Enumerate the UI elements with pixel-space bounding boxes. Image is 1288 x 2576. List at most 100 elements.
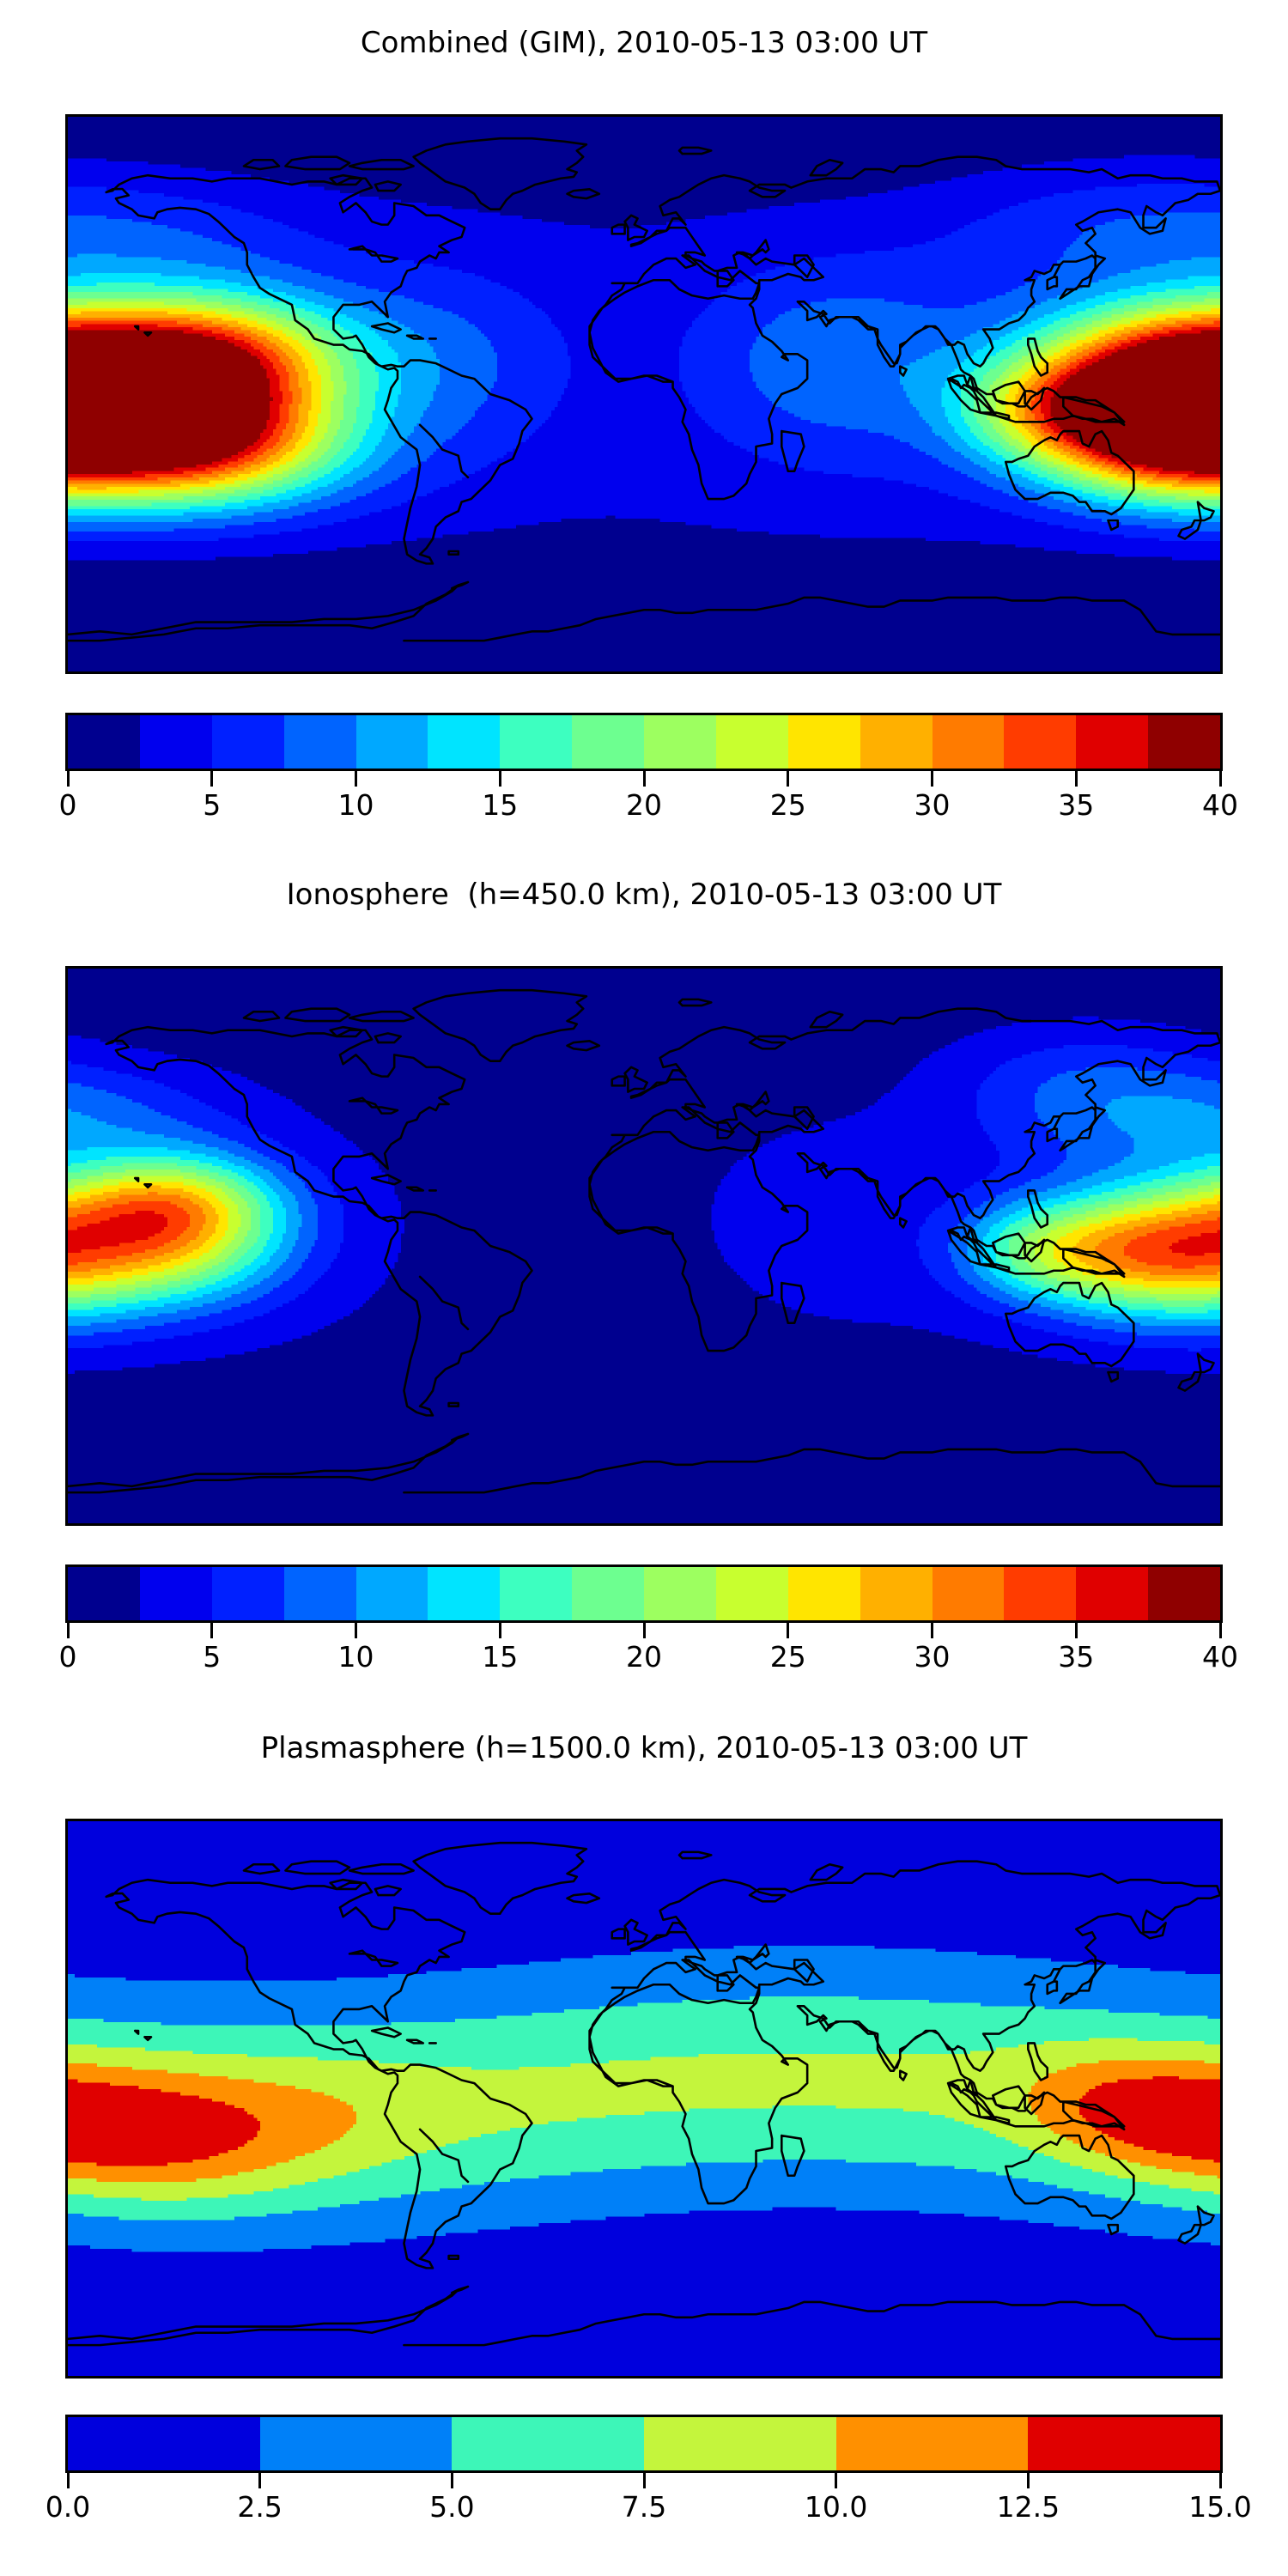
colorbar-tick bbox=[835, 2473, 837, 2488]
colorbar-tick bbox=[499, 771, 501, 787]
colorbar-band bbox=[644, 1567, 716, 1620]
colorbar-band bbox=[644, 2417, 836, 2470]
colorbar-band bbox=[788, 715, 860, 769]
colorbar-band bbox=[452, 2417, 644, 2470]
colorbar-band bbox=[500, 1567, 572, 1620]
colorbar-band bbox=[500, 715, 572, 769]
colorbar-band bbox=[212, 1567, 284, 1620]
colorbar-band bbox=[933, 1567, 1005, 1620]
colorbar-tick-label: 20 bbox=[626, 1640, 662, 1674]
colorbar-band bbox=[644, 715, 716, 769]
colorbar-band bbox=[68, 1567, 140, 1620]
colorbar-tick-label: 35 bbox=[1058, 788, 1094, 822]
colorbar-tick-label: 40 bbox=[1202, 788, 1238, 822]
colorbar-band bbox=[1004, 1567, 1076, 1620]
colorbar-tick-label: 10.0 bbox=[805, 2490, 867, 2524]
colorbar-ticks-ionosphere bbox=[65, 1623, 1223, 1640]
colorbar-band bbox=[356, 715, 428, 769]
colorbar-tick bbox=[643, 2473, 646, 2488]
colorbar-tick bbox=[643, 771, 646, 787]
colorbar-band bbox=[68, 2417, 260, 2470]
colorbar-combined: 0 5 10 15 20 25 30 35 40 bbox=[65, 713, 1223, 829]
colorbar-tick bbox=[499, 1623, 501, 1638]
panel-title-combined: Combined (GIM), 2010-05-13 03:00 UT bbox=[0, 26, 1288, 60]
colorbar-tick-label: 5 bbox=[203, 788, 221, 822]
map-plasmasphere bbox=[65, 1819, 1223, 2379]
map-frame-ionosphere bbox=[65, 966, 1223, 1526]
colorbar-tick-label: 0.0 bbox=[46, 2490, 90, 2524]
colorbar-tick bbox=[1075, 771, 1078, 787]
colorbar-tick bbox=[931, 1623, 933, 1638]
colorbar-band bbox=[140, 715, 212, 769]
colorbar-band bbox=[428, 1567, 500, 1620]
colorbar-tick bbox=[1075, 1623, 1078, 1638]
colorbar-band bbox=[260, 2417, 453, 2470]
colorbar-tick bbox=[1219, 2473, 1222, 2488]
colorbar-band bbox=[1004, 715, 1076, 769]
colorbar-tick-label: 5.0 bbox=[429, 2490, 474, 2524]
colorbar-band bbox=[1076, 1567, 1148, 1620]
colorbar-bands-plasmasphere[interactable] bbox=[65, 2415, 1223, 2473]
colorbar-tick bbox=[931, 771, 933, 787]
colorbar-tick-label: 30 bbox=[914, 1640, 951, 1674]
colorbar-labels-plasmasphere: 0.0 2.5 5.0 7.5 10.0 12.5 15.0 bbox=[65, 2490, 1223, 2531]
colorbar-ticks-combined bbox=[65, 771, 1223, 788]
colorbar-band bbox=[860, 1567, 933, 1620]
colorbar-tick bbox=[210, 771, 213, 787]
colorbar-tick bbox=[451, 2473, 453, 2488]
colorbar-band bbox=[1076, 715, 1148, 769]
colorbar-tick-label: 7.5 bbox=[622, 2490, 666, 2524]
colorbar-band bbox=[1028, 2417, 1220, 2470]
colorbar-tick-label: 0 bbox=[59, 788, 77, 822]
colorbar-band bbox=[1148, 715, 1220, 769]
colorbar-tick bbox=[355, 1623, 357, 1638]
colorbar-bands-ionosphere[interactable] bbox=[65, 1564, 1223, 1623]
colorbar-plasmasphere: 0.0 2.5 5.0 7.5 10.0 12.5 15.0 bbox=[65, 2415, 1223, 2531]
colorbar-band bbox=[572, 715, 644, 769]
colorbar-band bbox=[284, 1567, 356, 1620]
colorbar-band bbox=[428, 715, 500, 769]
colorbar-tick bbox=[67, 2473, 70, 2488]
colorbar-tick bbox=[355, 771, 357, 787]
map-combined bbox=[65, 114, 1223, 674]
colorbar-band bbox=[716, 1567, 788, 1620]
colorbar-tick-label: 15 bbox=[482, 788, 518, 822]
colorbar-labels-ionosphere: 0 5 10 15 20 25 30 35 40 bbox=[65, 1640, 1223, 1681]
panel-title-ionosphere: Ionosphere (h=450.0 km), 2010-05-13 03:0… bbox=[0, 878, 1288, 912]
colorbar-tick-label: 5 bbox=[203, 1640, 221, 1674]
colorbar-band bbox=[860, 715, 933, 769]
colorbar-tick bbox=[643, 1623, 646, 1638]
colorbar-band bbox=[68, 715, 140, 769]
colorbar-tick bbox=[1219, 1623, 1222, 1638]
colorbar-band bbox=[212, 715, 284, 769]
colorbar-labels-combined: 0 5 10 15 20 25 30 35 40 bbox=[65, 788, 1223, 829]
colorbar-band bbox=[356, 1567, 428, 1620]
colorbar-ionosphere: 0 5 10 15 20 25 30 35 40 bbox=[65, 1564, 1223, 1681]
colorbar-band bbox=[933, 715, 1005, 769]
colorbar-tick-label: 2.5 bbox=[237, 2490, 282, 2524]
colorbar-tick-label: 20 bbox=[626, 788, 662, 822]
colorbar-ticks-plasmasphere bbox=[65, 2473, 1223, 2490]
map-ionosphere bbox=[65, 966, 1223, 1526]
colorbar-band bbox=[836, 2417, 1029, 2470]
colorbar-tick-label: 10 bbox=[338, 788, 374, 822]
colorbar-tick-label: 10 bbox=[338, 1640, 374, 1674]
map-frame-plasmasphere bbox=[65, 1819, 1223, 2379]
colorbar-band bbox=[1148, 1567, 1220, 1620]
colorbar-tick bbox=[258, 2473, 261, 2488]
colorbar-tick bbox=[67, 1623, 70, 1638]
colorbar-band bbox=[716, 715, 788, 769]
colorbar-tick bbox=[1219, 771, 1222, 787]
colorbar-bands-combined[interactable] bbox=[65, 713, 1223, 771]
map-frame-combined bbox=[65, 114, 1223, 674]
colorbar-tick-label: 30 bbox=[914, 788, 951, 822]
colorbar-band bbox=[788, 1567, 860, 1620]
colorbar-tick bbox=[787, 1623, 789, 1638]
colorbar-tick bbox=[210, 1623, 213, 1638]
colorbar-band bbox=[572, 1567, 644, 1620]
colorbar-tick-label: 35 bbox=[1058, 1640, 1094, 1674]
colorbar-tick bbox=[1027, 2473, 1030, 2488]
colorbar-tick-label: 0 bbox=[59, 1640, 77, 1674]
colorbar-tick-label: 12.5 bbox=[997, 2490, 1060, 2524]
colorbar-tick-label: 25 bbox=[770, 788, 806, 822]
